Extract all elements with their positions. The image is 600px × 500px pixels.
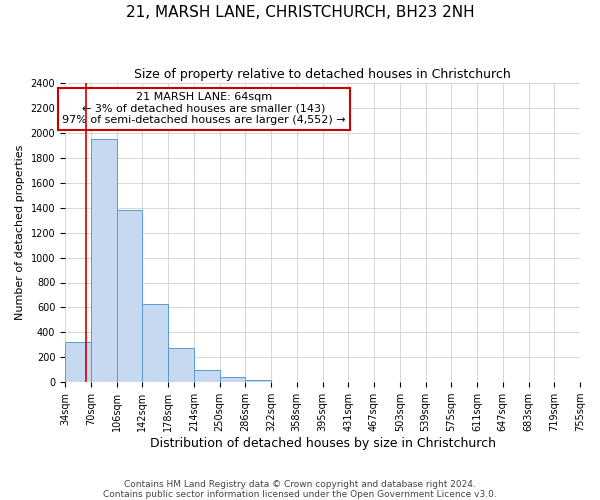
Bar [91,139,116,382]
X-axis label: Distribution of detached houses by size in Christchurch: Distribution of detached houses by size … [149,437,496,450]
Bar [168,348,194,382]
Y-axis label: Number of detached properties: Number of detached properties [15,145,25,320]
Bar [245,380,271,382]
Title: Size of property relative to detached houses in Christchurch: Size of property relative to detached ho… [134,68,511,80]
Bar [194,370,220,382]
Text: 21, MARSH LANE, CHRISTCHURCH, BH23 2NH: 21, MARSH LANE, CHRISTCHURCH, BH23 2NH [125,5,475,20]
Bar [220,376,245,382]
Bar [65,342,91,382]
Text: Contains HM Land Registry data © Crown copyright and database right 2024.
Contai: Contains HM Land Registry data © Crown c… [103,480,497,499]
Bar [142,304,168,382]
Bar [116,210,142,382]
Text: 21 MARSH LANE: 64sqm
← 3% of detached houses are smaller (143)
97% of semi-detac: 21 MARSH LANE: 64sqm ← 3% of detached ho… [62,92,346,125]
